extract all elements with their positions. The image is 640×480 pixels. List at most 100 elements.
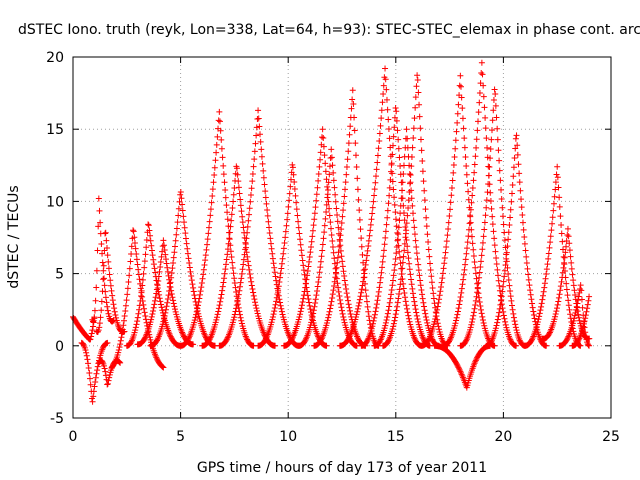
data-point — [482, 212, 489, 219]
data-point — [270, 311, 277, 318]
data-point — [367, 221, 374, 228]
data-point — [510, 310, 517, 317]
data-point — [235, 184, 242, 191]
data-point — [470, 177, 477, 184]
data-point — [301, 288, 308, 295]
satellite-arc — [483, 132, 550, 349]
data-point — [335, 288, 342, 295]
data-point — [489, 213, 496, 220]
data-point — [334, 259, 341, 266]
data-point — [170, 259, 177, 266]
data-point — [240, 261, 247, 268]
data-point — [189, 281, 196, 288]
data-point — [119, 326, 126, 333]
data-point — [414, 315, 421, 322]
data-point — [151, 297, 158, 304]
data-point — [233, 302, 240, 309]
data-point — [503, 324, 510, 331]
data-point — [149, 252, 156, 259]
data-point — [503, 249, 510, 256]
data-point — [104, 245, 111, 252]
data-point — [543, 266, 550, 273]
data-point — [188, 273, 195, 280]
data-point — [221, 179, 228, 186]
data-point — [344, 156, 351, 163]
data-point — [330, 287, 337, 294]
data-point — [326, 212, 333, 219]
data-point — [468, 233, 475, 240]
data-point — [363, 293, 370, 300]
data-point — [320, 135, 327, 142]
data-point — [447, 336, 454, 343]
data-point — [359, 282, 366, 289]
data-point — [326, 308, 333, 315]
data-point — [220, 162, 227, 169]
data-point — [403, 302, 410, 309]
data-point — [373, 301, 380, 308]
data-point — [396, 154, 403, 161]
data-point — [561, 254, 568, 261]
data-point — [244, 258, 251, 265]
data-point — [132, 245, 139, 252]
satellite-arc — [78, 339, 111, 405]
data-point — [577, 342, 584, 349]
data-point — [224, 216, 231, 223]
data-point — [229, 265, 236, 272]
data-point — [184, 250, 191, 257]
data-point — [333, 205, 340, 212]
data-point — [393, 216, 400, 223]
data-point — [378, 115, 385, 122]
data-point — [244, 229, 251, 236]
data-point — [382, 234, 389, 241]
data-point — [454, 308, 461, 315]
data-point — [552, 186, 559, 193]
data-point — [384, 106, 391, 113]
data-point — [289, 333, 296, 340]
data-point — [417, 125, 424, 132]
data-point — [358, 235, 365, 242]
data-point — [87, 375, 94, 382]
data-point — [530, 308, 537, 315]
data-point — [573, 306, 580, 313]
data-point — [94, 328, 101, 335]
data-point — [95, 327, 102, 334]
data-point — [386, 184, 393, 191]
data-point — [151, 265, 158, 272]
data-point — [289, 335, 296, 342]
data-point — [331, 255, 338, 262]
data-point — [307, 306, 314, 313]
data-point — [257, 138, 264, 145]
data-point — [472, 270, 479, 277]
data-point — [117, 359, 124, 366]
data-point — [391, 317, 398, 324]
data-point — [277, 270, 284, 277]
data-point — [162, 309, 169, 316]
data-point — [385, 126, 392, 133]
data-point — [310, 310, 317, 317]
data-point — [274, 291, 281, 298]
data-point — [93, 284, 100, 291]
data-point — [160, 364, 167, 371]
data-point — [267, 240, 274, 247]
data-point — [318, 336, 325, 343]
data-point — [355, 302, 362, 309]
data-point — [464, 180, 471, 187]
data-point — [355, 196, 362, 203]
data-point — [504, 243, 511, 250]
data-point — [509, 306, 516, 313]
data-point — [389, 282, 396, 289]
data-point — [570, 282, 577, 289]
data-point — [399, 187, 406, 194]
x-tick-label: 20 — [494, 429, 512, 445]
data-point — [472, 357, 479, 364]
data-point — [391, 124, 398, 131]
data-point — [139, 276, 146, 283]
data-point — [327, 219, 334, 226]
data-point — [262, 337, 269, 344]
data-point — [385, 337, 392, 344]
data-point — [423, 214, 430, 221]
data-point — [346, 307, 353, 314]
data-point — [295, 218, 302, 225]
data-point — [252, 302, 259, 309]
data-point — [100, 275, 107, 282]
